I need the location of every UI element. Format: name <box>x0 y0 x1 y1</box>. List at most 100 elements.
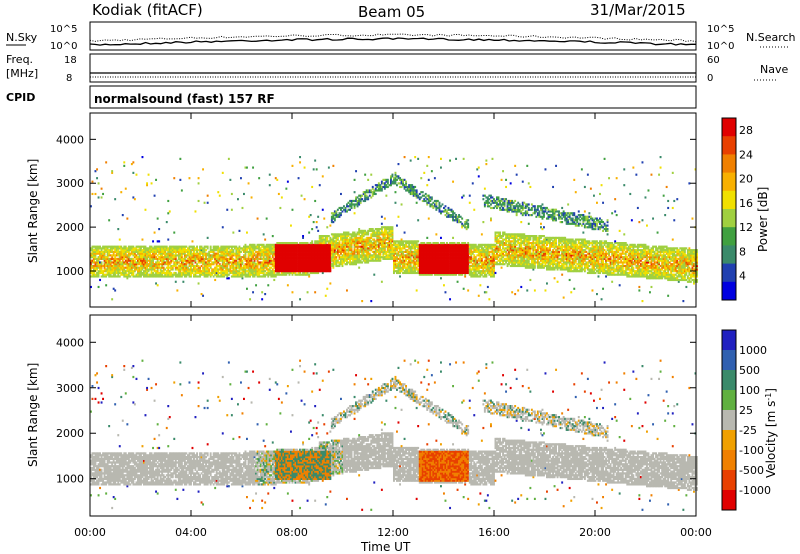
power-cell <box>174 275 177 278</box>
power-cell <box>314 250 317 253</box>
power-cell <box>123 254 126 257</box>
power-cell <box>241 273 244 276</box>
power-cell <box>253 263 256 266</box>
power-cell <box>167 266 170 269</box>
power-cell <box>149 266 152 269</box>
power-cell <box>255 256 258 259</box>
power-cell <box>452 236 455 239</box>
power-cell <box>179 157 182 160</box>
power-cell <box>126 275 129 278</box>
power-cell <box>317 257 320 260</box>
power-cell <box>264 266 267 269</box>
nave-tick-bottom: 0 <box>707 73 713 84</box>
power-cell <box>352 235 355 238</box>
power-cell <box>127 263 130 266</box>
power-cell <box>162 261 165 264</box>
power-cell <box>118 275 121 278</box>
power-cell <box>320 263 323 266</box>
power-cell <box>174 247 177 250</box>
power-cell <box>309 257 312 260</box>
power-cell <box>193 256 195 259</box>
power-cell <box>118 250 121 253</box>
power-cell <box>280 249 283 252</box>
power-cell <box>199 268 202 271</box>
power-cell <box>277 245 280 248</box>
power-cell <box>159 263 162 266</box>
power-cell <box>118 257 121 260</box>
power-cell <box>277 254 280 257</box>
power-cell <box>220 250 223 253</box>
power-cell <box>355 170 358 173</box>
power-cell <box>188 245 191 248</box>
power-cell <box>200 245 203 248</box>
power-cell <box>326 235 329 238</box>
power-cell <box>133 247 136 250</box>
power-cell <box>193 268 195 271</box>
power-cell <box>190 256 192 259</box>
power-cell <box>206 247 209 250</box>
power-cell <box>252 266 255 269</box>
power-cell <box>138 259 141 262</box>
power-cell <box>355 196 358 199</box>
power-cell <box>221 252 224 255</box>
power-cell <box>91 266 94 269</box>
power-cell <box>244 268 247 271</box>
power-cell <box>106 261 109 264</box>
power-cell <box>196 263 199 266</box>
power-cell <box>149 273 152 276</box>
power-cell <box>190 268 192 271</box>
power-cell <box>227 247 230 250</box>
power-cell <box>280 247 283 250</box>
power-cell <box>143 271 145 275</box>
power-cell <box>312 266 315 269</box>
nsky-tick-top: 10^5 <box>50 24 77 35</box>
power-cell <box>355 250 358 253</box>
power-cell <box>333 261 336 264</box>
power-cell <box>218 247 221 250</box>
power-cell <box>380 215 383 218</box>
power-cell <box>327 235 330 238</box>
power-cell <box>477 294 480 297</box>
power-cell <box>352 231 355 234</box>
power-cell <box>340 250 342 253</box>
power-cell <box>138 247 141 250</box>
power-cell <box>161 249 164 252</box>
power-cell <box>232 266 235 269</box>
power-cell <box>286 257 289 260</box>
power-cell <box>133 275 136 278</box>
power-cell <box>152 271 155 275</box>
power-cell <box>279 268 282 271</box>
power-cell <box>329 282 332 285</box>
power-cell <box>214 261 217 264</box>
power-cell <box>143 259 145 262</box>
power-cell <box>132 252 135 255</box>
power-cell <box>279 242 282 245</box>
power-cell <box>247 266 250 269</box>
power-cell <box>252 243 255 246</box>
power-cell <box>300 273 303 276</box>
power-cell <box>193 257 195 260</box>
power-cell <box>332 250 335 253</box>
power-cell <box>293 254 295 257</box>
power-cell <box>170 264 173 268</box>
power-cell <box>218 263 221 266</box>
power-cell <box>193 273 195 276</box>
power-cell <box>106 263 109 266</box>
power-cell <box>215 259 218 262</box>
power-cell <box>271 259 274 262</box>
power-cell <box>243 264 245 268</box>
power-cell <box>258 249 261 252</box>
power-cell <box>271 261 274 264</box>
power-cell <box>315 242 318 245</box>
power-cell <box>221 250 224 253</box>
power-cell <box>343 256 345 259</box>
power-cell <box>303 256 306 259</box>
power-cell <box>93 273 95 276</box>
power-cell <box>262 245 265 248</box>
power-cell <box>146 271 149 275</box>
power-cell <box>176 273 179 276</box>
power-cell <box>308 247 311 250</box>
power-cell <box>229 254 232 257</box>
power-cell <box>191 249 194 252</box>
power-cell <box>340 243 342 246</box>
